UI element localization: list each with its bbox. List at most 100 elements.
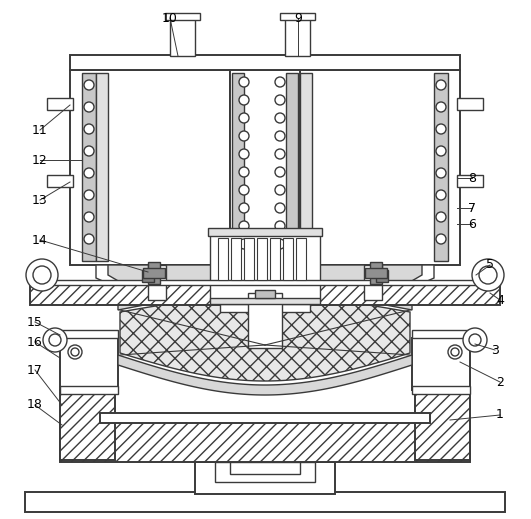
Circle shape <box>275 113 285 123</box>
Text: 15: 15 <box>27 316 43 329</box>
Bar <box>165 13 200 20</box>
Circle shape <box>84 80 94 90</box>
Circle shape <box>239 149 249 159</box>
Circle shape <box>239 131 249 141</box>
Bar <box>208 228 322 236</box>
Circle shape <box>463 328 487 352</box>
Circle shape <box>84 190 94 200</box>
Circle shape <box>84 212 94 222</box>
Bar <box>364 265 382 300</box>
Text: 10: 10 <box>162 11 178 24</box>
Bar <box>412 330 470 338</box>
Bar <box>25 492 505 512</box>
Circle shape <box>239 95 249 105</box>
Circle shape <box>275 77 285 87</box>
Bar <box>286 73 298 261</box>
Text: 7: 7 <box>468 201 476 214</box>
Circle shape <box>275 203 285 213</box>
Bar <box>220 304 310 312</box>
Bar <box>365 268 387 278</box>
Bar <box>255 290 275 298</box>
Bar <box>148 265 166 300</box>
Circle shape <box>33 266 51 284</box>
Bar <box>285 18 310 56</box>
Bar <box>412 386 470 394</box>
Bar <box>280 13 315 20</box>
Bar <box>96 73 108 261</box>
Circle shape <box>26 259 58 291</box>
Bar <box>232 73 244 261</box>
Polygon shape <box>300 265 434 292</box>
Bar <box>300 73 312 261</box>
Bar <box>370 262 382 284</box>
Polygon shape <box>120 296 410 381</box>
Bar <box>283 238 293 280</box>
Bar <box>210 298 320 304</box>
Bar <box>70 70 230 265</box>
Circle shape <box>436 212 446 222</box>
Bar <box>231 238 241 280</box>
Text: 6: 6 <box>468 217 476 230</box>
Polygon shape <box>96 265 230 292</box>
Bar <box>60 390 115 460</box>
Circle shape <box>71 348 79 356</box>
Bar <box>230 70 300 265</box>
Polygon shape <box>108 265 228 285</box>
Bar <box>195 462 335 494</box>
Bar <box>248 293 282 348</box>
Polygon shape <box>302 265 422 285</box>
Bar <box>148 262 160 284</box>
Bar <box>218 238 228 280</box>
Text: 3: 3 <box>491 344 499 357</box>
Bar <box>60 330 118 338</box>
Circle shape <box>275 131 285 141</box>
Bar <box>300 70 460 265</box>
Bar <box>376 270 388 282</box>
Circle shape <box>84 234 94 244</box>
Text: 11: 11 <box>32 124 48 136</box>
Polygon shape <box>118 355 412 395</box>
Circle shape <box>436 124 446 134</box>
Bar <box>412 338 470 390</box>
Circle shape <box>275 221 285 231</box>
Bar <box>244 238 254 280</box>
Circle shape <box>68 345 82 359</box>
Bar <box>457 175 483 187</box>
Bar <box>296 238 306 280</box>
Bar <box>415 390 470 460</box>
Text: 18: 18 <box>27 399 43 412</box>
Circle shape <box>43 328 67 352</box>
Bar <box>215 462 315 482</box>
Circle shape <box>239 221 249 231</box>
Bar <box>60 420 470 462</box>
Bar <box>47 175 73 187</box>
Bar <box>270 238 280 280</box>
Text: 4: 4 <box>496 294 504 307</box>
Text: 12: 12 <box>32 154 48 167</box>
Bar <box>100 413 430 423</box>
Circle shape <box>275 185 285 195</box>
Circle shape <box>239 113 249 123</box>
Circle shape <box>84 146 94 156</box>
Circle shape <box>239 167 249 177</box>
Text: 2: 2 <box>496 376 504 389</box>
Bar <box>170 18 195 56</box>
Bar <box>230 462 300 474</box>
Circle shape <box>472 259 504 291</box>
Bar <box>142 270 154 282</box>
Circle shape <box>239 203 249 213</box>
Circle shape <box>436 102 446 112</box>
Circle shape <box>275 239 285 249</box>
Text: 1: 1 <box>496 408 504 421</box>
Circle shape <box>436 234 446 244</box>
Text: 17: 17 <box>27 363 43 376</box>
Circle shape <box>49 334 61 346</box>
Polygon shape <box>118 282 412 310</box>
Circle shape <box>275 167 285 177</box>
Bar <box>257 238 267 280</box>
Circle shape <box>239 77 249 87</box>
Circle shape <box>436 168 446 178</box>
Text: 13: 13 <box>32 194 48 207</box>
Text: 14: 14 <box>32 234 48 247</box>
Text: 8: 8 <box>468 171 476 184</box>
